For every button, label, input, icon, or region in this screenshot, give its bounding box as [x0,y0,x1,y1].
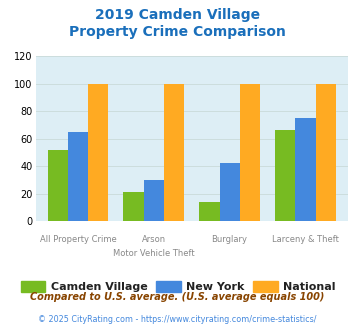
Bar [240,83,260,221]
Text: Larceny & Theft: Larceny & Theft [272,235,339,244]
Text: 2019 Camden Village: 2019 Camden Village [95,8,260,22]
Bar [199,202,219,221]
Bar [219,163,240,221]
Bar [164,83,184,221]
Bar [295,118,316,221]
Bar [275,130,295,221]
Bar [316,83,336,221]
Text: Burglary: Burglary [212,235,248,244]
Bar [68,132,88,221]
Text: Compared to U.S. average. (U.S. average equals 100): Compared to U.S. average. (U.S. average … [30,292,325,302]
Text: Property Crime Comparison: Property Crime Comparison [69,25,286,39]
Bar [88,83,108,221]
Text: © 2025 CityRating.com - https://www.cityrating.com/crime-statistics/: © 2025 CityRating.com - https://www.city… [38,315,317,324]
Legend: Camden Village, New York, National: Camden Village, New York, National [16,276,340,296]
Text: All Property Crime: All Property Crime [40,235,116,244]
Bar [144,180,164,221]
Text: Arson: Arson [142,235,166,244]
Text: Motor Vehicle Theft: Motor Vehicle Theft [113,249,195,258]
Bar [48,149,68,221]
Bar [124,192,144,221]
